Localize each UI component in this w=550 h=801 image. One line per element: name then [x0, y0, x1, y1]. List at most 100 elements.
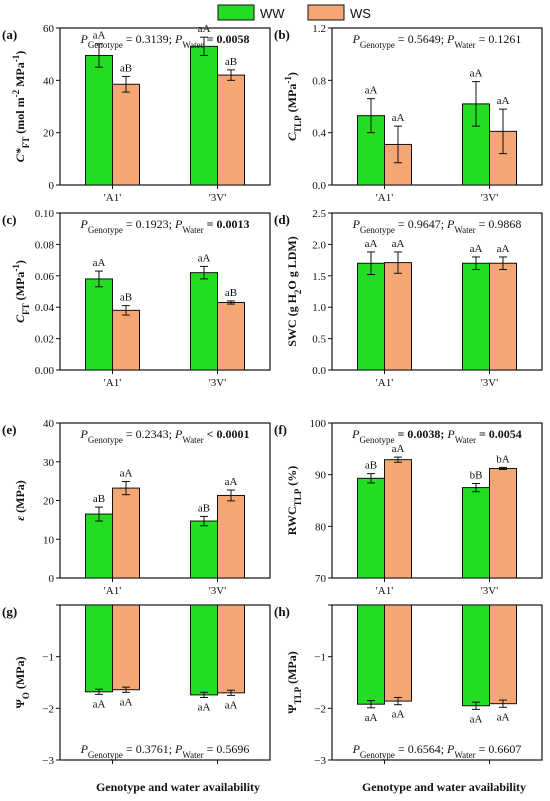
significance-label: aA: [225, 476, 238, 488]
error-bar: [227, 489, 235, 502]
panel-d: 0.0 0.5 1.0 1.5 2.0 2.5 aA aA 'A1' aA aA '3V' (d) SWC…: [274, 208, 543, 389]
bar-ww-2: [462, 604, 490, 707]
error-bar: [394, 696, 402, 706]
p-value-text: PGenotype = 0.5649; PWater = 0.1261: [352, 32, 522, 50]
panel-letter: (a): [2, 27, 17, 42]
panel-letter: (g): [2, 604, 17, 619]
error-bar: [95, 43, 103, 68]
y-tick-label: 100: [310, 418, 327, 430]
bar-ww-2: [462, 487, 490, 579]
y-tick-label: 20: [43, 496, 55, 508]
x-tick-label: '3V': [481, 585, 498, 597]
y-tick-label: −1: [314, 652, 326, 664]
plot-frame: [59, 604, 271, 761]
bar-ws-1: [112, 83, 140, 186]
panel-letter: (h): [274, 604, 290, 619]
bar-ws-1: [384, 262, 412, 371]
y-tick-label: 0.02: [35, 334, 54, 346]
y-axis-label: CFT (MPa-1): [11, 260, 31, 323]
y-tick-label: 0.04: [35, 302, 55, 314]
x-tick-label: 'A1': [376, 585, 393, 597]
plot-frame: [59, 212, 271, 371]
y-tick-label: 1.0: [312, 302, 326, 314]
bar-ww-2: [190, 272, 218, 371]
significance-label: aA: [198, 252, 211, 264]
significance-label: aA: [497, 95, 510, 107]
error-bar: [499, 699, 507, 708]
error-bar: [367, 98, 375, 134]
significance-label: aA: [93, 30, 106, 42]
y-tick-label: 40: [43, 75, 55, 87]
x-tick-label: 'A1': [104, 377, 121, 389]
p-value-text: PGenotype = 0.9647; PWater = 0.9868: [352, 217, 522, 235]
significance-label: aA: [120, 696, 133, 708]
significance-label: aA: [470, 68, 483, 80]
significance-label: aB: [93, 493, 105, 505]
y-tick-label: −1: [42, 652, 54, 664]
y-tick-label: 0.8: [312, 75, 326, 87]
y-tick-label: 10: [43, 534, 55, 546]
legend-label: WS: [350, 6, 371, 21]
y-tick-label: 60: [43, 23, 55, 35]
y-tick-label: 30: [43, 457, 55, 469]
significance-label: aA: [365, 85, 378, 97]
y-tick-label: 1.5: [312, 271, 326, 283]
bar-ws-1: [384, 604, 412, 702]
y-tick-label: 0.5: [312, 334, 326, 346]
error-bar: [367, 473, 375, 484]
significance-label: aB: [365, 460, 377, 472]
significance-label: aB: [198, 502, 210, 514]
p-value-text: PGenotype = 0.0038; PWater = 0.0054: [351, 427, 522, 445]
x-tick-label: 'A1': [104, 192, 121, 204]
error-bar: [95, 688, 103, 695]
panel-h: −3 −2 −1 aA aA aA aA (h) ΨTLP (MPa) PGenotype = 0…: [274, 604, 543, 767]
significance-label: aA: [93, 257, 106, 269]
y-tick-label: 0.06: [35, 271, 55, 283]
error-bar: [394, 125, 402, 164]
panel-g: −3 −2 −1 aA aA aA aA (g) ΨO (MPa) PGenotype = 0.3…: [2, 604, 271, 767]
bar-ww-1: [85, 54, 113, 186]
y-tick-label: 2.5: [312, 208, 326, 220]
plot-frame: [331, 422, 543, 579]
significance-label: aA: [93, 698, 106, 710]
plot-frame: [331, 27, 543, 186]
y-tick-label: −3: [42, 755, 54, 767]
x-tick-label: '3V': [209, 192, 226, 204]
y-tick-label: 0: [49, 573, 55, 585]
p-value-text: PGenotype = 0.2343; PWater < 0.0001: [80, 427, 250, 445]
p-value-text: PGenotype = 0.6564; PWater = 0.6607: [352, 742, 522, 760]
significance-label: aA: [392, 709, 405, 721]
y-tick-label: 20: [43, 128, 55, 140]
y-tick-label: 0.08: [35, 239, 55, 251]
y-tick-label: −2: [42, 703, 54, 715]
significance-label: aA: [470, 243, 483, 255]
significance-label: aA: [198, 701, 211, 713]
y-tick-label: 0.00: [35, 365, 55, 377]
bar-ws-2: [217, 301, 245, 371]
panel-letter: (f): [274, 422, 287, 437]
x-tick-label: 'A1': [376, 192, 393, 204]
y-tick-label: 0.0: [312, 180, 326, 192]
panel-e: 0 10 20 30 40 aB aA 'A1' aB aA '3V' (e) ε (MPa) PGeno…: [2, 418, 271, 597]
bar-ws-2: [217, 604, 245, 694]
y-tick-label: 0.0: [312, 365, 326, 377]
error-bar: [394, 251, 402, 274]
bar-ws-2: [489, 604, 517, 705]
significance-label: aB: [225, 287, 237, 299]
bar-ww-1: [85, 278, 113, 371]
error-bar: [200, 691, 208, 698]
error-bar: [472, 81, 480, 127]
y-tick-label: −2: [314, 703, 326, 715]
y-tick-label: 1.2: [312, 23, 326, 35]
error-bar: [472, 701, 480, 710]
error-bar: [122, 75, 130, 93]
bar-ww-2: [462, 262, 490, 371]
significance-label: aA: [120, 468, 133, 480]
significance-label: aA: [365, 238, 378, 250]
plot-frame: [331, 212, 543, 371]
panel-letter: (e): [2, 422, 16, 437]
error-bar: [472, 482, 480, 493]
y-tick-label: −3: [314, 755, 326, 767]
y-tick-label: 40: [43, 418, 55, 430]
y-axis-label: RWCTLP (%): [285, 466, 303, 535]
